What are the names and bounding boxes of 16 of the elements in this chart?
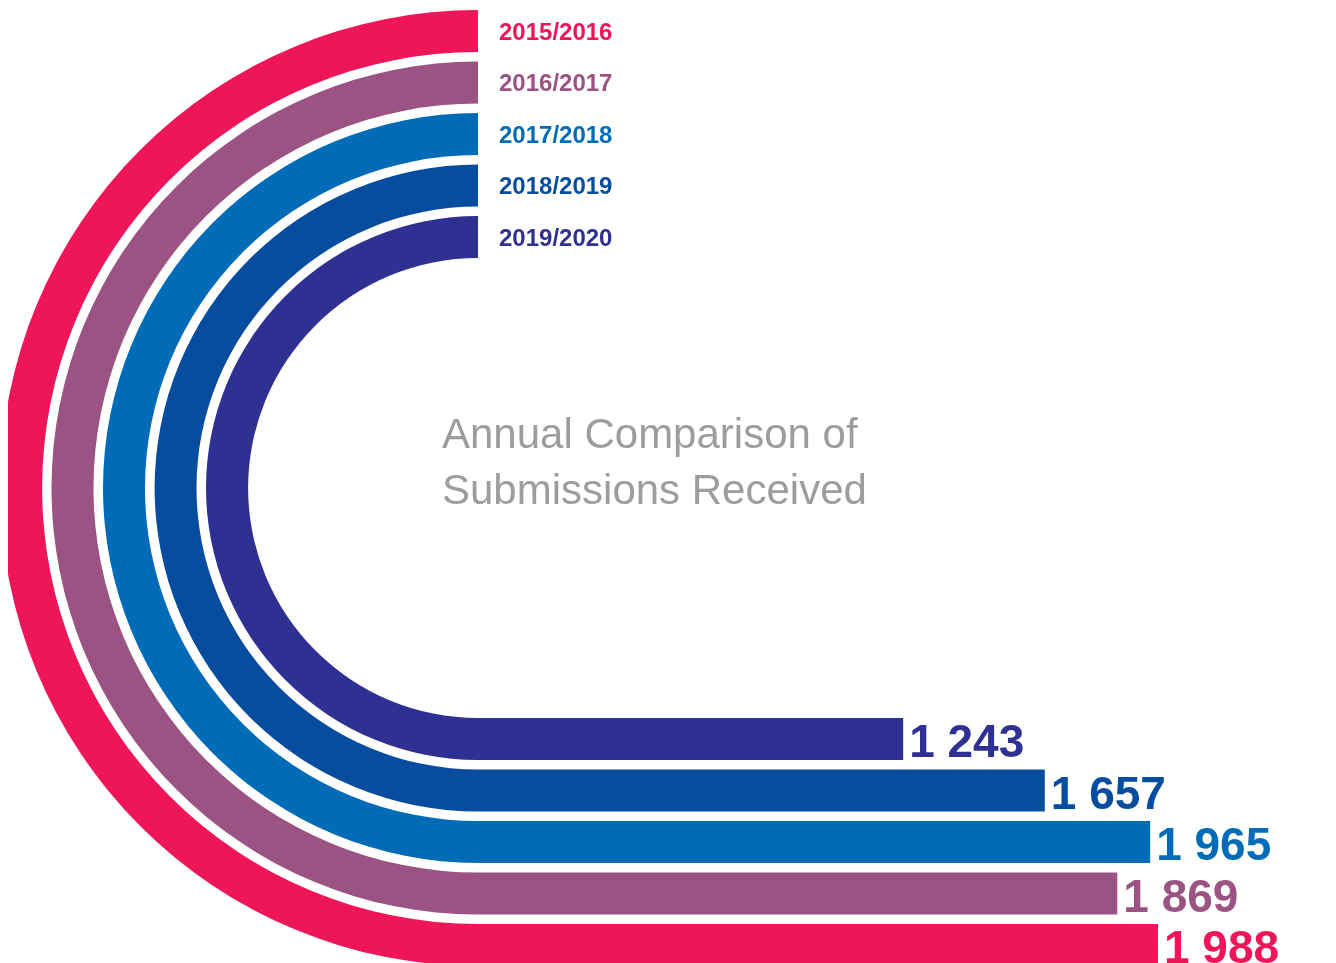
chart-title: Annual Comparison of Submissions Received (442, 410, 867, 513)
data-label: 1 988 (1164, 921, 1280, 963)
text: 2016/2017 (499, 69, 613, 96)
bar (478, 718, 904, 760)
bar (478, 769, 1045, 812)
bar (478, 821, 1151, 863)
data-label: 1 869 (1123, 869, 1239, 922)
text: 2018/2019 (499, 172, 613, 199)
text: 2019/2020 (499, 223, 613, 251)
text: 2017/2018 (499, 120, 613, 148)
bar (478, 872, 1118, 915)
bar (478, 924, 1158, 963)
data-label: 1 243 (909, 715, 1025, 767)
text: 2015/2016 (499, 17, 613, 45)
data-label: 1 657 (1050, 766, 1166, 819)
data-label: 1 965 (1156, 818, 1272, 870)
